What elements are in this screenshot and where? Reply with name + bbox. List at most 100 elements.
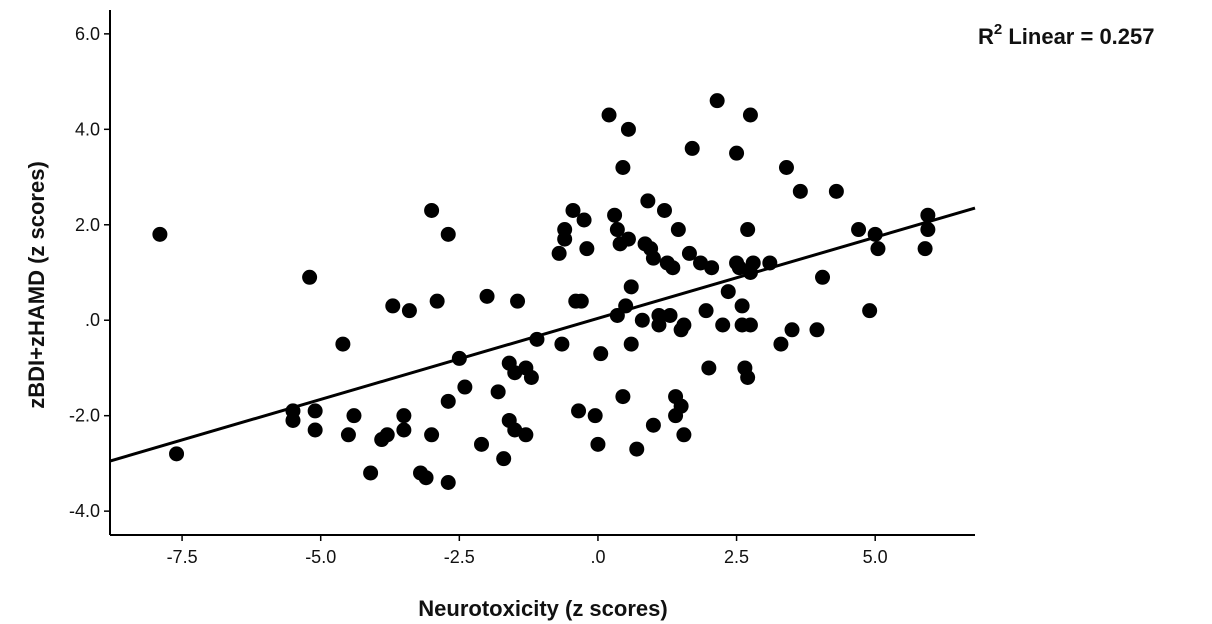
axes: -4.0 -2.0 .0 2.0 4.0 6.0 -7.5 -5.0 -2.5 .0 2.5 5.0 xyxy=(69,10,975,567)
data-point xyxy=(917,241,933,257)
data-point xyxy=(809,322,825,338)
data-point xyxy=(681,245,697,261)
data-point xyxy=(762,255,778,271)
data-point xyxy=(745,255,761,271)
data-point xyxy=(784,322,800,338)
data-point xyxy=(729,145,745,161)
data-point xyxy=(346,408,362,424)
x-tick-label: 2.5 xyxy=(724,547,749,567)
data-point xyxy=(620,231,636,247)
data-point xyxy=(792,183,808,199)
data-point xyxy=(593,346,609,362)
data-point xyxy=(551,245,567,261)
data-point xyxy=(474,436,490,452)
data-point xyxy=(742,317,758,333)
data-point xyxy=(773,336,789,352)
data-point xyxy=(401,303,417,319)
x-tick-label: 5.0 xyxy=(863,547,888,567)
data-point xyxy=(587,408,603,424)
data-point xyxy=(440,393,456,409)
data-point xyxy=(665,260,681,276)
data-point xyxy=(640,193,656,209)
data-point xyxy=(620,121,636,137)
data-point xyxy=(479,288,495,304)
data-point xyxy=(704,260,720,276)
data-point xyxy=(379,427,395,443)
data-point xyxy=(385,298,401,314)
points-layer xyxy=(152,93,936,490)
data-point xyxy=(169,446,185,462)
y-tick-label: 4.0 xyxy=(75,119,100,139)
data-point xyxy=(920,222,936,238)
data-point xyxy=(920,207,936,223)
data-point xyxy=(573,293,589,309)
data-point xyxy=(557,231,573,247)
data-point xyxy=(579,241,595,257)
data-point xyxy=(684,140,700,156)
data-point xyxy=(867,226,883,242)
data-point xyxy=(607,207,623,223)
data-point xyxy=(740,222,756,238)
data-point xyxy=(429,293,445,309)
x-axis-title: Neurotoxicity (z scores) xyxy=(418,596,667,621)
data-point xyxy=(457,379,473,395)
data-point xyxy=(340,427,356,443)
y-tick-label: 6.0 xyxy=(75,24,100,44)
x-tick-label: -5.0 xyxy=(305,547,336,567)
data-point xyxy=(629,441,645,457)
data-point xyxy=(523,370,539,385)
data-point xyxy=(418,470,434,486)
labels-layer: Neurotoxicity (z scores) zBDI+zHAMD (z s… xyxy=(24,21,1155,621)
data-point xyxy=(424,202,440,218)
x-tick-label: -7.5 xyxy=(167,547,198,567)
data-point xyxy=(396,422,412,438)
data-point xyxy=(740,370,756,385)
data-point xyxy=(424,427,440,443)
data-point xyxy=(645,417,661,433)
data-point xyxy=(363,465,379,481)
data-point xyxy=(734,298,750,314)
data-point xyxy=(451,350,467,366)
data-point xyxy=(828,183,844,199)
data-point xyxy=(670,222,686,238)
data-point xyxy=(615,389,631,405)
data-point xyxy=(715,317,731,333)
data-point xyxy=(609,222,625,238)
x-tick-label: .0 xyxy=(590,547,605,567)
data-point xyxy=(565,202,581,218)
data-point xyxy=(307,422,323,438)
data-point xyxy=(656,202,672,218)
data-point xyxy=(440,475,456,490)
r-squared-prefix: R xyxy=(978,24,994,49)
data-point xyxy=(590,436,606,452)
data-point xyxy=(496,451,512,467)
r-squared-annotation: R2 Linear = 0.257 xyxy=(978,21,1155,49)
y-tick-label: -4.0 xyxy=(69,501,100,521)
data-point xyxy=(623,279,639,295)
y-tick-label: .0 xyxy=(85,310,100,330)
data-point xyxy=(529,331,545,347)
data-point xyxy=(307,403,323,419)
data-point xyxy=(518,427,534,443)
data-point xyxy=(601,107,617,123)
r-squared-text: Linear = 0.257 xyxy=(1002,24,1154,49)
data-point xyxy=(815,269,831,285)
data-point xyxy=(396,408,412,424)
y-tick-label: 2.0 xyxy=(75,215,100,235)
data-point xyxy=(651,317,667,333)
data-point xyxy=(285,412,301,428)
data-point xyxy=(673,398,689,414)
data-point xyxy=(510,293,526,309)
y-axis-title: zBDI+zHAMD (z scores) xyxy=(24,161,49,409)
data-point xyxy=(302,269,318,285)
y-tick-label: -2.0 xyxy=(69,406,100,426)
data-point xyxy=(698,303,714,319)
data-point xyxy=(778,160,794,175)
data-point xyxy=(701,360,717,376)
data-point xyxy=(634,312,650,328)
data-point xyxy=(676,317,692,333)
data-point xyxy=(862,303,878,319)
r-squared-superscript: 2 xyxy=(994,21,1002,38)
